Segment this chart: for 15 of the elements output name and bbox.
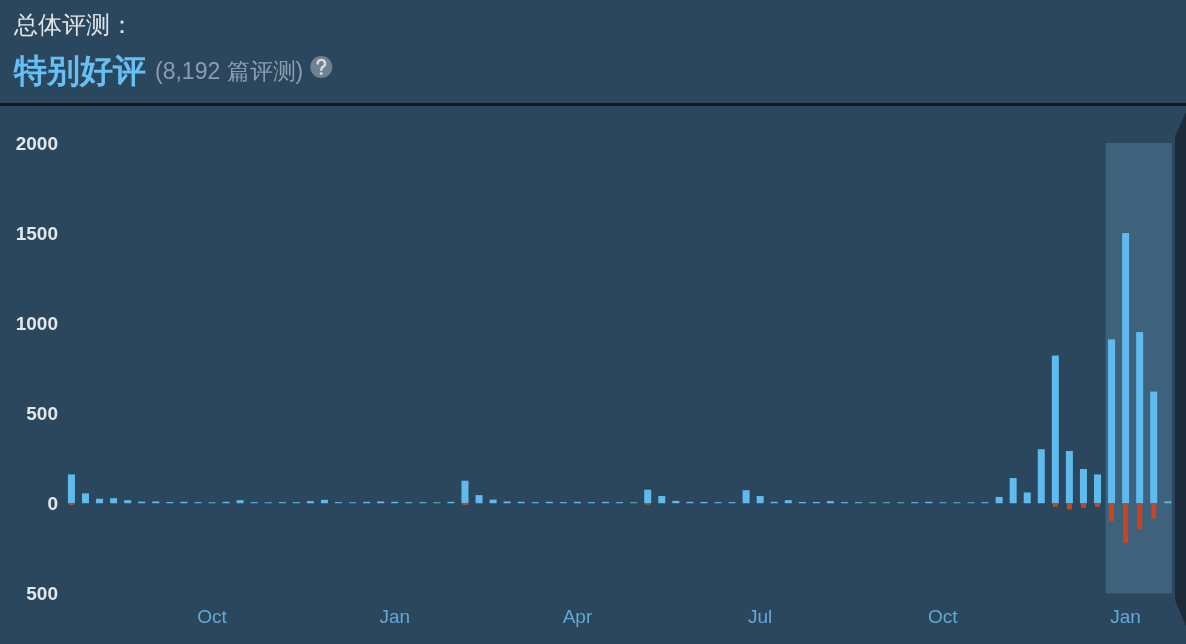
- y-tick-label: 500: [26, 583, 58, 605]
- x-tick-label: Apr: [562, 606, 593, 628]
- text: (8,192 篇评测): [155, 58, 304, 84]
- x-tick-label: Oct: [197, 606, 228, 628]
- chart-title: 总体评测：: [13, 11, 134, 39]
- x-tick-label: Jan: [379, 606, 411, 628]
- y-tick-label: 2000: [15, 133, 58, 154]
- y-tick-label: 0: [47, 493, 58, 515]
- y-tick-label: 500: [26, 403, 58, 425]
- x-tick-label: Oct: [928, 606, 959, 628]
- x-tick-label: Jul: [748, 606, 773, 628]
- chart-subtitle: 特别好评: [13, 51, 146, 90]
- x-tick-label: Jan: [1110, 606, 1141, 628]
- y-tick-label: 1000: [15, 313, 58, 335]
- y-tick-label: 1500: [15, 223, 58, 245]
